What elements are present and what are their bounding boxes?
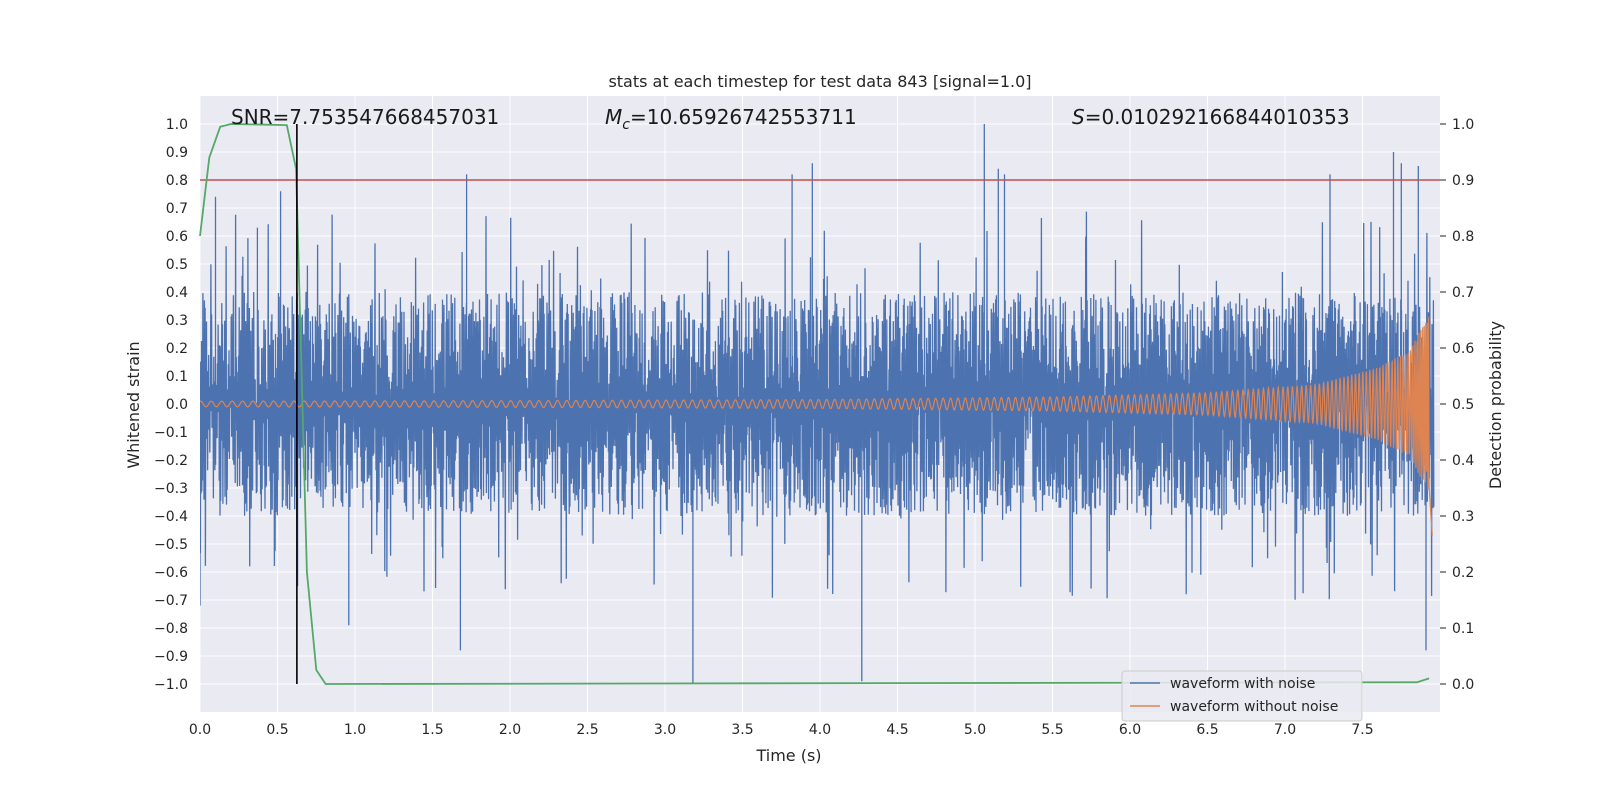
x-tick-label: 7.5 <box>1351 722 1373 738</box>
y2-tick-label: 0.6 <box>1452 341 1474 357</box>
x-tick-label: 7.0 <box>1274 722 1296 738</box>
y2-tick-label: 1.0 <box>1452 117 1474 133</box>
x-tick-label: 1.0 <box>344 722 366 738</box>
x-tick-label: 4.0 <box>809 722 831 738</box>
y-tick-label: 0.4 <box>166 285 188 301</box>
y2-tick-label: 0.3 <box>1452 509 1474 525</box>
s-symbol: S <box>1072 105 1085 129</box>
y2-tick-label: 0.4 <box>1452 453 1474 469</box>
x-axis-label: Time (s) <box>755 746 821 765</box>
x-tick-label: 2.5 <box>576 722 598 738</box>
chirp-mass-value: =10.65926742553711 <box>630 105 857 129</box>
y2-tick-label: 0.9 <box>1452 173 1474 189</box>
y-tick-label: −0.1 <box>154 425 188 441</box>
series-waveform-without-noise <box>200 316 1433 536</box>
legend-label-clean: waveform without noise <box>1170 699 1338 715</box>
snr-annotation: SNR=7.753547668457031 <box>231 105 499 129</box>
y-tick-label: 0.7 <box>166 201 188 217</box>
ticks: 0.0 0.5 1.0 1.5 2.0 2.5 3.0 3.5 4.0 4.5 5.0 5.5 6.0 6… <box>154 117 1474 738</box>
overlay-layer <box>199 123 1440 685</box>
y-tick-label: 0.2 <box>166 341 188 357</box>
y-axis-label: Whitened strain <box>124 341 143 468</box>
y-tick-label: 0.3 <box>166 313 188 329</box>
chirp-mass-annotation: Mc=10.65926742553711 <box>605 105 857 133</box>
legend-label-noisy: waveform with noise <box>1170 676 1315 692</box>
y-tick-label: −0.3 <box>154 481 188 497</box>
y-tick-label: −0.4 <box>154 509 188 525</box>
x-tick-label: 3.0 <box>654 722 676 738</box>
x-tick-label: 0.5 <box>266 722 288 738</box>
x-tick-label: 3.5 <box>731 722 753 738</box>
y-tick-label: −1.0 <box>154 677 188 693</box>
x-tick-label: 0.0 <box>189 722 211 738</box>
y-tick-label: 0.6 <box>166 229 188 245</box>
y2-tick-label: 0.7 <box>1452 285 1474 301</box>
x-tick-label: 5.0 <box>964 722 986 738</box>
y2-tick-label: 0.8 <box>1452 229 1474 245</box>
y2-tick-label: 0.0 <box>1452 677 1474 693</box>
s-value: =0.010292166844010353 <box>1085 105 1350 129</box>
x-tick-label: 6.0 <box>1119 722 1141 738</box>
y2-tick-label: 0.5 <box>1452 397 1474 413</box>
x-tick-label: 2.0 <box>499 722 521 738</box>
y2-tick-label: 0.2 <box>1452 565 1474 581</box>
y2-tick-label: 0.1 <box>1452 621 1474 637</box>
y-tick-label: −0.9 <box>154 649 188 665</box>
chart-title: stats at each timestep for test data 843… <box>608 72 1031 91</box>
chirp-mass-symbol: M <box>605 105 622 129</box>
y2-axis-label: Detection probability <box>1486 321 1505 489</box>
y-tick-label: 0.5 <box>166 257 188 273</box>
y-tick-label: 0.9 <box>166 145 188 161</box>
x-tick-label: 6.5 <box>1196 722 1218 738</box>
x-tick-label: 1.5 <box>421 722 443 738</box>
y-tick-label: −0.2 <box>154 453 188 469</box>
x-tick-label: 5.5 <box>1041 722 1063 738</box>
y-tick-label: 0.1 <box>166 369 188 385</box>
chirp-mass-subscript: c <box>622 117 630 133</box>
y-tick-label: −0.8 <box>154 621 188 637</box>
legend: waveform with noise waveform without noi… <box>1121 670 1363 722</box>
y-tick-label: −0.5 <box>154 537 188 553</box>
series-waveform-with-noise <box>200 124 1435 684</box>
data-layer <box>200 124 1435 684</box>
y-tick-label: 0.0 <box>166 397 188 413</box>
y-tick-label: −0.7 <box>154 593 188 609</box>
y-tick-label: 0.8 <box>166 173 188 189</box>
y-tick-label: −0.6 <box>154 565 188 581</box>
legend-box <box>1121 670 1363 722</box>
x-tick-label: 4.5 <box>886 722 908 738</box>
y-tick-label: 1.0 <box>166 117 188 133</box>
s-annotation: S=0.010292166844010353 <box>1072 105 1350 129</box>
